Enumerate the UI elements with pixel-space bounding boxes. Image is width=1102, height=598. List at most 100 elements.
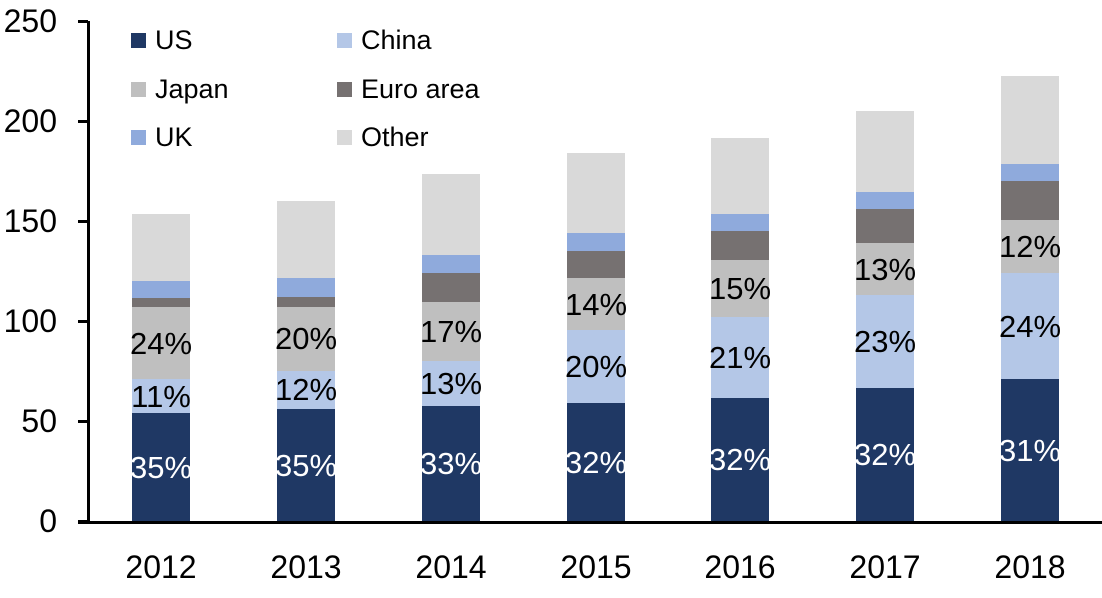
bar-label-2012-japan: 24%	[129, 325, 193, 361]
segment-2018-japan: 12%	[998, 220, 1062, 273]
segment-2018-euro-area	[1001, 181, 1059, 220]
segment-2013-china: 12%	[274, 370, 338, 409]
bar-label-2012-us: 35%	[129, 449, 193, 485]
bar-label-2018-china: 24%	[998, 308, 1062, 344]
segment-2018-other	[1001, 76, 1059, 164]
segment-2016-euro-area	[711, 230, 769, 261]
segment-2017-uk	[856, 192, 914, 209]
segment-2013-us: 35%	[274, 409, 338, 521]
y-tick-200	[78, 120, 88, 123]
y-tick-100	[78, 320, 88, 323]
bar-label-2018-us: 31%	[998, 432, 1062, 468]
y-tick-250	[78, 20, 88, 23]
y-tick-150	[78, 220, 88, 223]
segment-2014-china: 13%	[419, 361, 483, 406]
segment-2012-other	[132, 214, 190, 281]
x-axis-label-2013: 2013	[270, 549, 342, 585]
segment-2013-euro-area	[277, 296, 335, 307]
legend-item-uk: UK	[131, 123, 193, 151]
segment-2016-us: 32%	[708, 398, 772, 521]
bar-label-2014-china: 13%	[419, 366, 483, 401]
legend-item-japan: Japan	[131, 75, 229, 103]
segment-2015-us: 32%	[564, 403, 628, 521]
segment-2014-euro-area	[422, 273, 480, 302]
legend-item-euro-area: Euro area	[337, 75, 480, 103]
y-axis-label-50: 50	[21, 403, 57, 439]
legend-label-us: US	[155, 24, 193, 55]
segment-2013-japan: 20%	[274, 306, 338, 371]
x-axis-label-2015: 2015	[560, 549, 632, 585]
segment-2017-euro-area	[856, 209, 914, 243]
legend-swatch-japan	[131, 81, 146, 97]
segment-2016-china: 21%	[708, 317, 772, 398]
legend-label-japan: Japan	[155, 73, 229, 104]
bar-label-2012-china: 11%	[131, 378, 191, 414]
y-axis-line	[87, 21, 90, 524]
y-axis-label-200: 200	[3, 103, 57, 139]
segment-2015-euro-area	[567, 251, 625, 278]
legend-swatch-uk	[131, 129, 146, 145]
bar-label-2015-china: 20%	[564, 349, 628, 384]
y-axis-label-150: 150	[3, 203, 57, 239]
segment-2012-japan: 24%	[129, 307, 193, 379]
x-axis-label-2018: 2018	[994, 549, 1066, 585]
y-axis-label-250: 250	[3, 3, 57, 39]
legend-swatch-euro-area	[337, 81, 352, 97]
segment-2014-us: 33%	[419, 406, 483, 521]
x-axis-line	[78, 521, 1102, 524]
y-axis-label-0: 0	[39, 503, 57, 539]
legend-item-us: US	[131, 26, 193, 54]
segment-2015-uk	[567, 233, 625, 252]
bar-label-2013-us: 35%	[274, 447, 338, 483]
bar-label-2015-japan: 14%	[564, 286, 628, 322]
legend-item-china: China	[337, 26, 432, 54]
segment-2012-uk	[132, 281, 190, 298]
y-tick-50	[78, 420, 88, 423]
segment-2014-uk	[422, 255, 480, 273]
x-axis-label-2012: 2012	[125, 549, 197, 585]
segment-2016-other	[711, 138, 769, 214]
segment-2012-euro-area	[132, 297, 190, 307]
x-axis-label-2016: 2016	[704, 549, 776, 585]
bar-label-2016-china: 21%	[708, 340, 772, 376]
bar-label-2017-japan: 13%	[853, 251, 917, 287]
segment-2012-china: 11%	[131, 378, 191, 414]
segment-2016-uk	[711, 214, 769, 231]
segment-2017-us: 32%	[853, 388, 917, 521]
segment-2014-other	[422, 174, 480, 255]
segment-2016-japan: 15%	[708, 260, 772, 318]
bar-label-2014-us: 33%	[419, 446, 483, 481]
segment-2012-us: 35%	[129, 413, 193, 521]
segment-2018-us: 31%	[998, 379, 1062, 521]
segment-2015-japan: 14%	[564, 278, 628, 330]
segment-2017-china: 23%	[853, 295, 917, 388]
bar-label-2014-japan: 17%	[419, 314, 483, 349]
legend-label-china: China	[361, 24, 432, 55]
legend-label-other: Other	[361, 121, 429, 152]
bar-label-2016-japan: 15%	[708, 271, 772, 307]
legend-swatch-other	[337, 129, 352, 145]
bar-label-2018-japan: 12%	[998, 229, 1062, 264]
x-axis-label-2017: 2017	[849, 549, 921, 585]
segment-2017-japan: 13%	[853, 243, 917, 295]
bar-label-2013-japan: 20%	[274, 321, 338, 357]
bar-label-2013-china: 12%	[274, 372, 338, 408]
segment-2015-china: 20%	[564, 330, 628, 403]
legend-item-other: Other	[337, 123, 429, 151]
segment-2014-japan: 17%	[419, 302, 483, 361]
segment-2018-china: 24%	[998, 273, 1062, 379]
legend-label-euro-area: Euro area	[361, 73, 480, 104]
segment-2015-other	[567, 153, 625, 233]
bar-label-2017-china: 23%	[853, 324, 917, 359]
bar-label-2015-us: 32%	[564, 444, 628, 480]
legend-swatch-us	[131, 32, 146, 48]
segment-2013-other	[277, 201, 335, 278]
segment-2013-uk	[277, 278, 335, 297]
legend-label-uk: UK	[155, 121, 193, 152]
segment-2017-other	[856, 111, 914, 192]
bar-label-2017-us: 32%	[853, 437, 917, 472]
legend-swatch-china	[337, 32, 352, 48]
bar-label-2016-us: 32%	[708, 442, 772, 477]
x-axis-label-2014: 2014	[415, 549, 487, 585]
